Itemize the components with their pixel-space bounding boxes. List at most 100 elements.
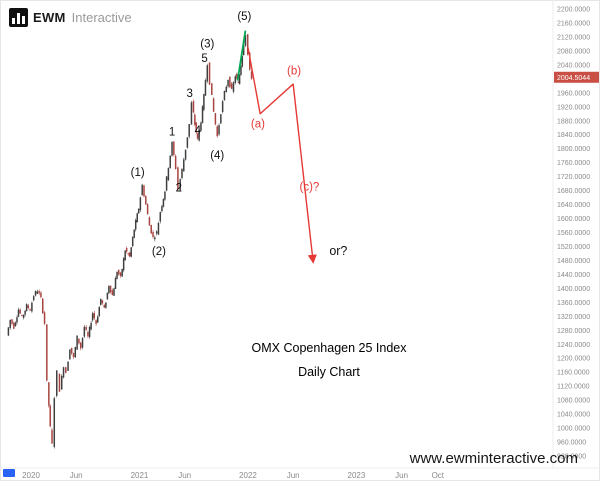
candle-body xyxy=(150,224,152,234)
candle-body xyxy=(159,212,162,222)
candle-body xyxy=(237,81,239,83)
candle-body xyxy=(143,185,145,197)
price-tick-label: 920.0000 xyxy=(557,454,586,461)
annotation-label: or? xyxy=(329,244,347,258)
candle-body xyxy=(36,291,39,294)
wave-label: 1 xyxy=(169,126,175,138)
candle-body xyxy=(130,247,132,257)
candle-body xyxy=(79,342,82,349)
candle-body xyxy=(72,353,75,358)
candle-body xyxy=(76,335,78,350)
candle-body xyxy=(114,278,117,289)
candle-body xyxy=(204,80,207,96)
candle-body xyxy=(21,315,23,317)
price-tick-label: 2160.0000 xyxy=(557,20,590,27)
candle-body xyxy=(70,347,73,354)
candle-body xyxy=(53,398,56,447)
candle-body xyxy=(67,361,69,371)
candle-body xyxy=(236,73,238,79)
candle-body xyxy=(208,62,211,85)
candle-body xyxy=(246,34,249,55)
candle-body xyxy=(234,76,237,83)
price-tick-label: 1880.0000 xyxy=(557,118,590,125)
wave-label: 2 xyxy=(176,182,182,194)
candle-body xyxy=(249,52,251,70)
price-tick-label: 2080.0000 xyxy=(557,48,590,55)
candle-body xyxy=(90,322,92,330)
candle-body xyxy=(201,106,204,124)
wave-label: (3) xyxy=(200,38,214,50)
price-tick-label: 1160.0000 xyxy=(557,370,590,377)
candle-body xyxy=(250,71,253,79)
price-tick-label: 1520.0000 xyxy=(557,244,590,251)
candle-body xyxy=(211,83,213,95)
candle-body xyxy=(29,309,31,311)
candle-body xyxy=(146,204,149,215)
candle-body xyxy=(111,290,114,296)
candle-body xyxy=(78,338,80,344)
candle-body xyxy=(81,337,84,348)
candle-body xyxy=(212,98,215,112)
candle-body xyxy=(167,167,170,181)
candle-body xyxy=(216,126,218,137)
candle-body xyxy=(85,326,87,330)
candle-body xyxy=(103,304,105,308)
last-price-label xyxy=(554,71,599,83)
candle-body xyxy=(32,296,35,301)
candle-body xyxy=(157,222,160,235)
candle-body xyxy=(177,167,179,190)
candlestick-series xyxy=(7,34,253,449)
logo-brand: EWM xyxy=(33,10,66,25)
price-tick-label: 1960.0000 xyxy=(557,90,590,97)
website-watermark: www.ewminteractive.com xyxy=(409,450,578,467)
price-tick-label: 1760.0000 xyxy=(557,160,590,167)
candle-body xyxy=(194,114,196,125)
ewm-logo: EWM Interactive xyxy=(9,8,132,27)
candle-body xyxy=(11,319,13,324)
candle-body xyxy=(100,298,102,305)
candle-body xyxy=(174,155,177,170)
price-tick-label: 2040.0000 xyxy=(557,62,590,69)
candle-body xyxy=(109,285,112,293)
candle-body xyxy=(91,313,94,321)
candle-body xyxy=(31,302,33,312)
price-axis[interactable]: 2200.0000 2160.0000 2120.0000 2080.0000 2040… xyxy=(557,7,590,461)
wave-label: 4 xyxy=(195,125,202,137)
price-tick-label: 1040.0000 xyxy=(557,412,590,419)
time-axis[interactable]: 2020 Jun 2021 Jun 2022 Jun 2023 Jun Oct xyxy=(22,471,445,480)
candle-body xyxy=(195,122,197,133)
candle-body xyxy=(88,326,91,338)
candle-body xyxy=(125,248,128,252)
candle-body xyxy=(27,305,30,309)
price-tick-label: 1320.0000 xyxy=(557,314,590,321)
candle-body xyxy=(190,102,193,125)
candle-body xyxy=(106,292,109,300)
candle-body xyxy=(14,322,17,327)
candle-body xyxy=(42,298,44,314)
ewm-logo-icon xyxy=(9,8,28,27)
candle-body xyxy=(136,213,138,223)
candle-body xyxy=(227,79,229,87)
candle-body xyxy=(105,302,107,308)
price-tick-label: 960.0000 xyxy=(557,440,586,447)
price-tick-label: 2120.0000 xyxy=(557,34,590,41)
candle-body xyxy=(206,65,209,82)
candle-body xyxy=(229,76,231,88)
price-tick-label: 1440.0000 xyxy=(557,272,590,279)
candle-body xyxy=(127,253,129,255)
price-tick-label: 1560.0000 xyxy=(557,230,590,237)
candle-body xyxy=(155,231,158,234)
time-axis-label: Oct xyxy=(432,471,445,480)
candle-body xyxy=(96,316,99,323)
candle-body xyxy=(58,373,61,392)
candle-body xyxy=(183,159,185,172)
chart-title: OMX Copenhagen 25 Index xyxy=(251,341,407,355)
candle-body xyxy=(101,300,104,304)
candle-body xyxy=(133,229,135,238)
wave-label: (c)? xyxy=(300,182,320,194)
candle-body xyxy=(152,231,154,237)
candle-body xyxy=(139,197,142,211)
candle-body xyxy=(181,168,183,178)
candle-body xyxy=(162,198,165,207)
